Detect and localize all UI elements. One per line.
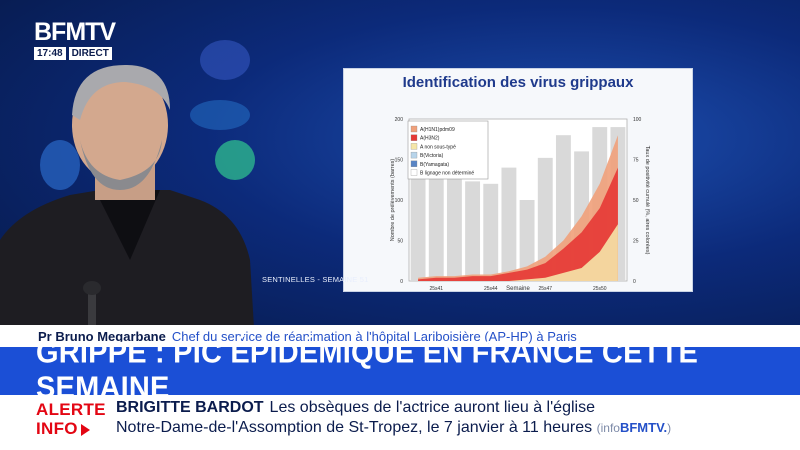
guest-nameplate: Pr Bruno Megarbane Chef du service de ré… — [0, 325, 800, 347]
bar — [428, 167, 444, 281]
ticker-source: (infoBFMTV.) — [596, 420, 672, 435]
y2-tick-label: 50 — [633, 198, 639, 204]
legend-swatch — [410, 134, 418, 141]
y2-tick-label: 25 — [633, 239, 639, 245]
studio-background: BFMTV 17:48 DIRECT Identification des vi… — [0, 0, 800, 345]
y2-tick-label: 0 — [633, 279, 636, 285]
y-tick-label: 100 — [395, 198, 404, 204]
legend-swatch — [410, 143, 418, 150]
x-axis-label: Semaine — [506, 286, 530, 291]
x-tick-label: 25s50 — [593, 286, 607, 291]
ticker-line-2: Notre-Dame-de-l'Assomption de St-Tropez,… — [116, 419, 671, 437]
bar — [446, 167, 462, 281]
bokeh-light — [215, 140, 255, 180]
legend-label: B lignage non déterminé — [420, 171, 474, 177]
ticker-line-1: BRIGITTE BARDOT Les obsèques de l'actrice… — [116, 399, 595, 417]
bfmtv-logo: BFMTV — [34, 18, 116, 46]
bar — [501, 167, 517, 281]
legend-label: A(H3N2) — [420, 136, 440, 142]
info-label: INFO — [36, 419, 78, 438]
legend-label: B(Yamagata) — [420, 162, 449, 168]
guest-portrait — [0, 65, 255, 345]
alerte-label: ALERTE — [36, 400, 106, 419]
legend-label: A(H1N1)pdm09 — [420, 127, 455, 133]
y-axis-label: Nombre de prélèvements (barres) — [390, 159, 396, 242]
headline-text: GRIPPE : PIC ÉPIDÉMIQUE EN FRANCE CETTE … — [36, 336, 698, 405]
ticker-subject: BRIGITTE BARDOT — [116, 399, 264, 416]
legend-swatch — [410, 169, 418, 176]
legend-box — [407, 120, 489, 180]
arrow-icon — [80, 423, 90, 436]
y-tick-label: 150 — [395, 158, 404, 164]
clock: 17:48 — [34, 47, 66, 60]
legend-label: B(Victoria) — [420, 153, 444, 159]
y2-axis-label: Taux de positivité cumulé (%, aires colo… — [644, 146, 650, 255]
guest-role: Chef du service de réanimation à l'hôpit… — [171, 328, 577, 344]
bokeh-light — [190, 100, 250, 130]
bokeh-light — [40, 140, 80, 190]
bar — [519, 200, 535, 281]
y-tick-label: 200 — [395, 117, 404, 123]
area-series — [418, 135, 618, 281]
headline-banner: GRIPPE : PIC ÉPIDÉMIQUE EN FRANCE CETTE … — [0, 336, 800, 405]
legend-swatch — [410, 125, 418, 133]
ticker-text-2: Notre-Dame-de-l'Assomption de St-Tropez,… — [116, 419, 593, 436]
bar — [410, 167, 426, 281]
bar — [483, 183, 499, 281]
source-caption: SENTINELLES - SEMAINE 51 — [262, 275, 369, 284]
bar — [465, 181, 481, 281]
y2-tick-label: 75 — [633, 158, 639, 164]
live-badge: DIRECT — [68, 47, 112, 60]
area-series — [418, 167, 618, 281]
bokeh-light — [200, 40, 250, 80]
guest-name: Pr Bruno Megarbane — [38, 328, 166, 344]
source-prefix: info — [600, 421, 620, 435]
influenza-chart: 0 50 100 150 200 0 25 50 75 100 25s41 25s44 25s47 25s… — [390, 117, 650, 291]
legend-label: A non sous-typé — [420, 144, 456, 150]
alerte-info-label: ALERTE INFO — [36, 400, 106, 438]
y-tick-label: 0 — [400, 279, 403, 285]
x-tick-label: 25s47 — [538, 286, 552, 291]
x-tick-label: 25s44 — [484, 286, 498, 291]
x-tick-label: 25s41 — [429, 286, 443, 291]
area-series — [418, 224, 618, 281]
news-ticker: ALERTE INFO BRIGITTE BARDOT Les obsèques … — [0, 395, 800, 450]
legend-swatch — [410, 160, 418, 167]
source-brand: BFMTV. — [619, 420, 668, 435]
chart-panel: Identification des virus grippaux 0 50 100… — [343, 68, 693, 292]
bar — [537, 157, 553, 281]
y-tick-label: 50 — [397, 239, 403, 245]
y2-tick-label: 100 — [633, 117, 642, 123]
legend-swatch — [410, 151, 418, 159]
ticker-text-1: Les obsèques de l'actrice auront lieu à … — [269, 399, 595, 416]
channel-logo: BFMTV 17:48 DIRECT — [34, 18, 116, 60]
chart-title: Identification des virus grippaux — [402, 74, 634, 91]
